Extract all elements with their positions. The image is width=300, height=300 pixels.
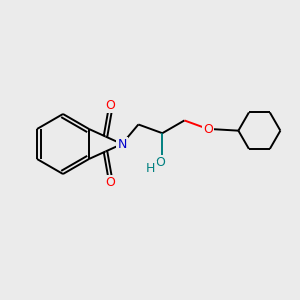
Text: O: O — [203, 123, 213, 136]
Text: O: O — [105, 176, 115, 189]
Text: O: O — [155, 156, 165, 169]
Text: O: O — [105, 99, 115, 112]
Text: H: H — [146, 162, 156, 175]
Text: N: N — [117, 137, 127, 151]
